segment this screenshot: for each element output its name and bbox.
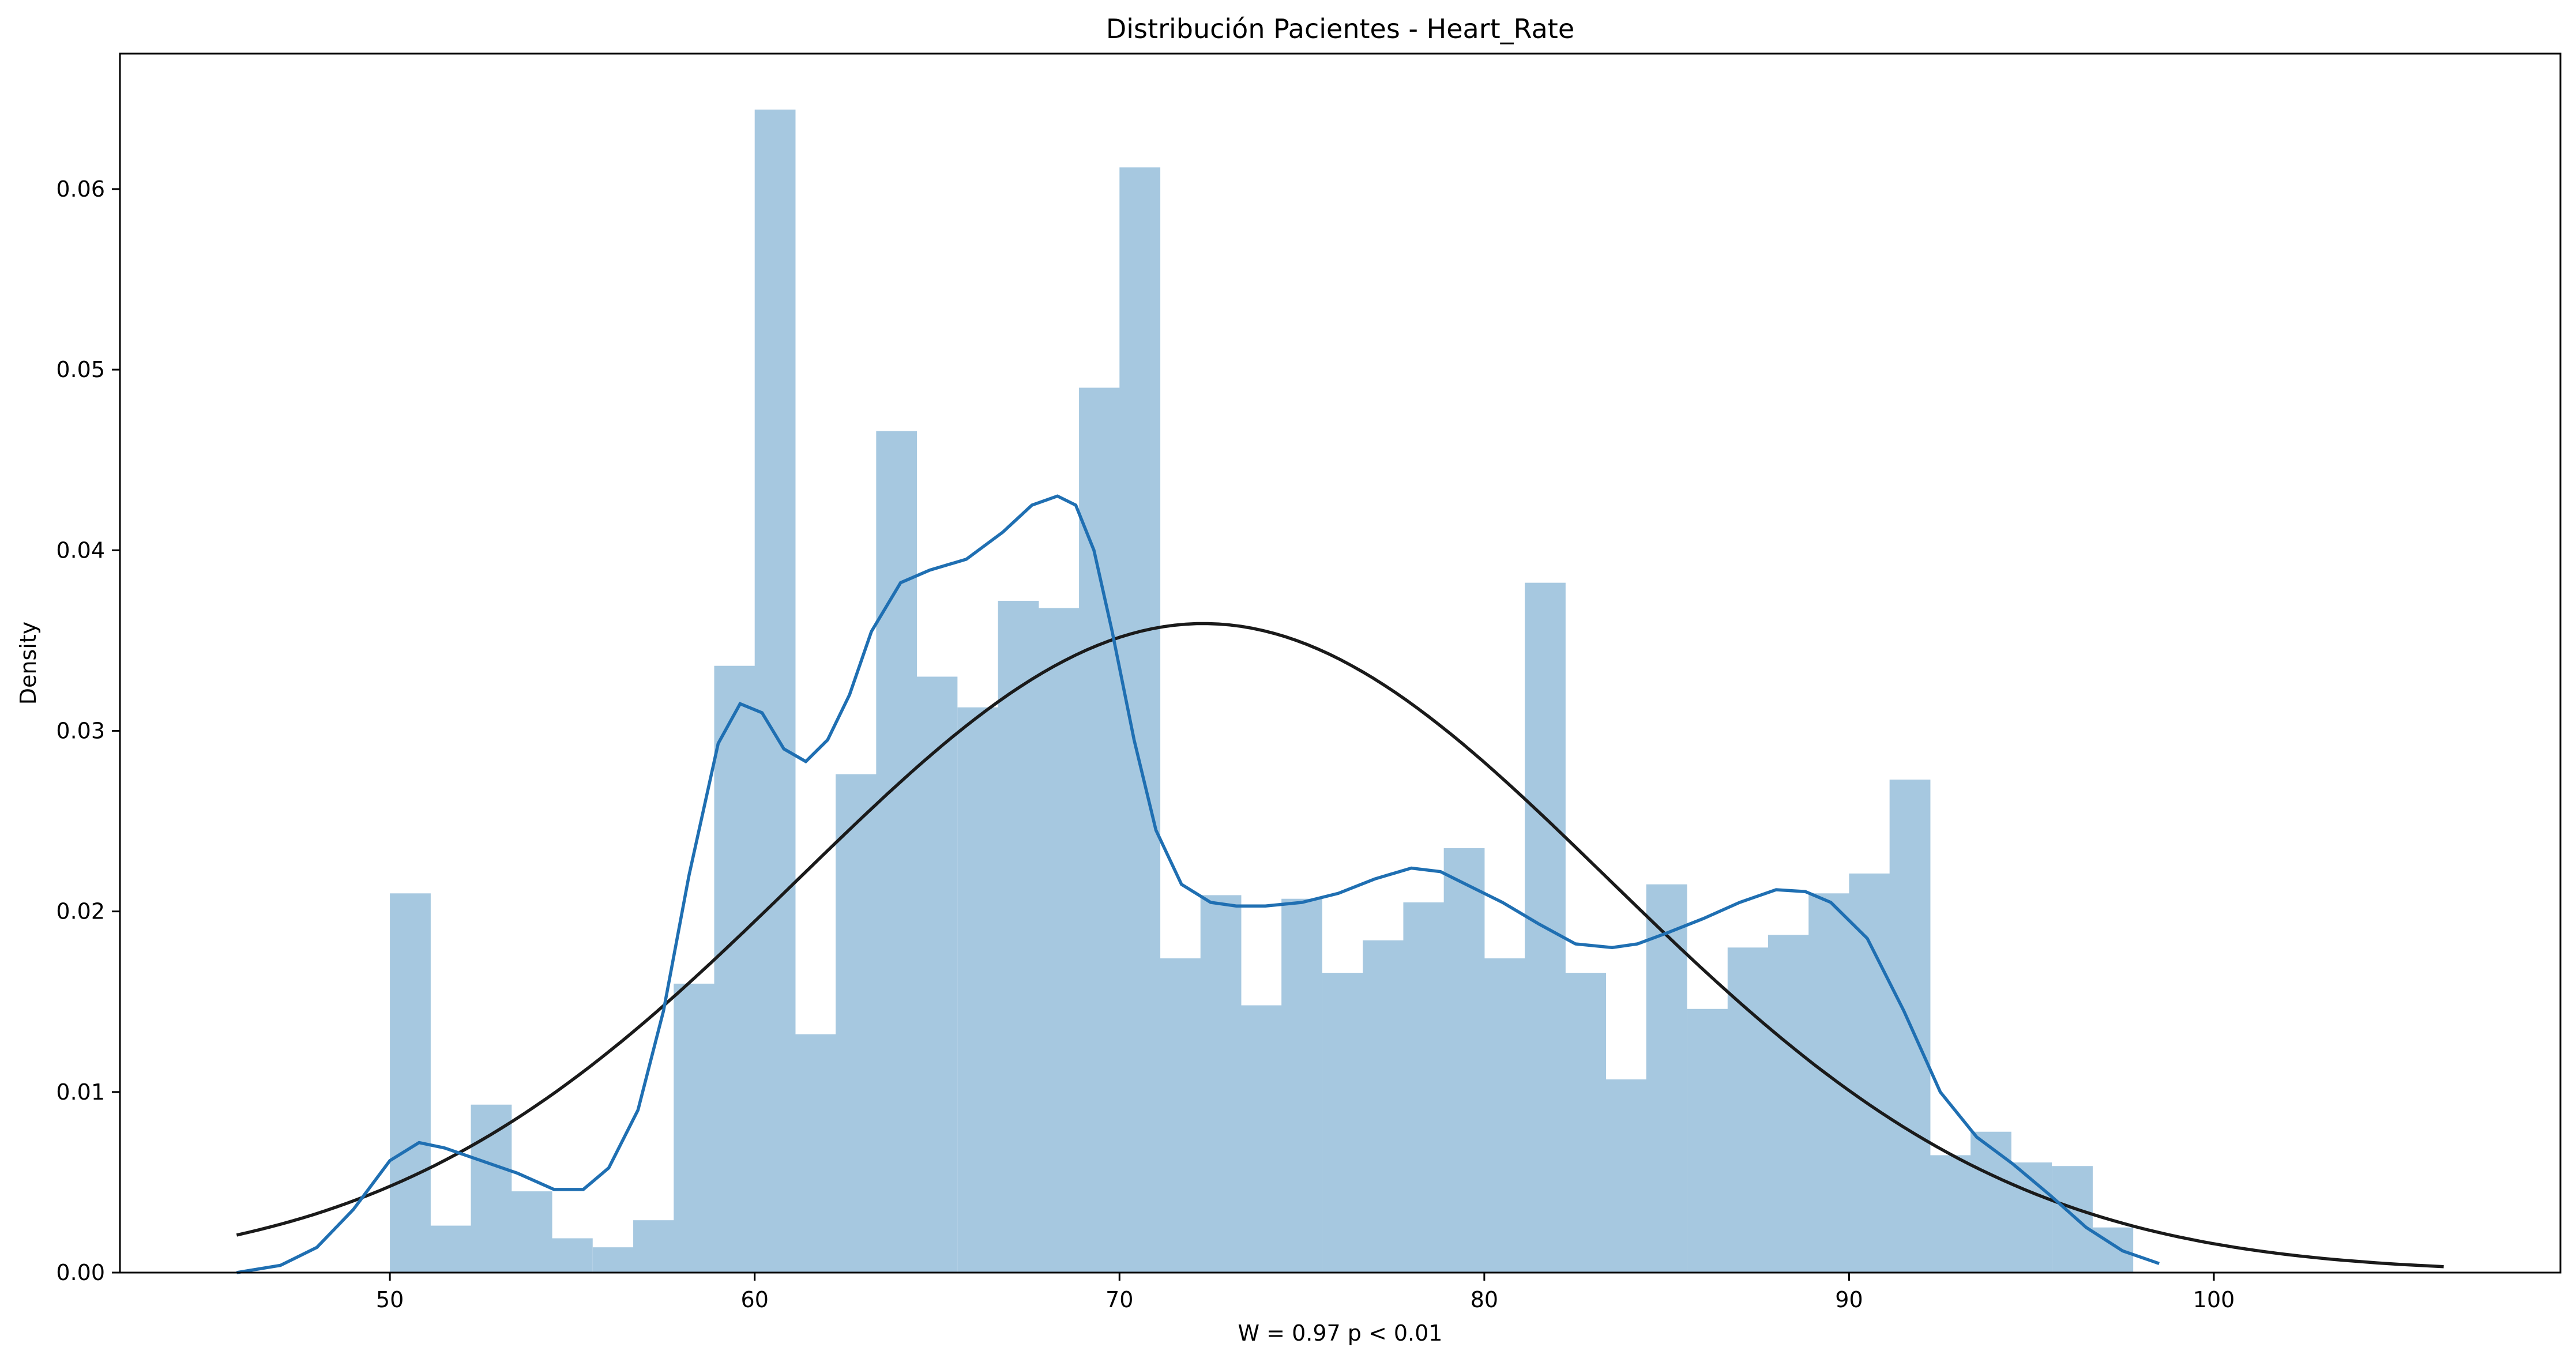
histogram-bar	[471, 1104, 512, 1273]
histogram-bar	[1646, 884, 1687, 1273]
x-tick-label: 80	[1471, 1287, 1498, 1312]
x-axis-label: W = 0.97 p < 0.01	[1238, 1320, 1443, 1346]
histogram-bar	[795, 1034, 836, 1273]
histogram-bar	[1443, 848, 1485, 1273]
y-tick-label: 0.02	[56, 899, 105, 924]
histogram-bar	[1281, 898, 1322, 1273]
x-tick-label: 90	[1835, 1287, 1863, 1312]
histogram-bar	[1727, 947, 1769, 1273]
histogram-bar	[1605, 1079, 1647, 1273]
histogram-bar	[633, 1220, 674, 1273]
histogram-bar	[1322, 973, 1363, 1273]
x-axis-ticks: 50 60 70 80 90 100	[376, 1273, 2235, 1312]
histogram-bar	[551, 1238, 593, 1273]
y-tick-label: 0.01	[56, 1079, 105, 1105]
histogram-bar	[1200, 895, 1242, 1273]
histogram-bar	[1808, 893, 1850, 1273]
y-tick-label: 0.00	[56, 1260, 105, 1285]
histogram-bar	[430, 1225, 472, 1273]
histogram-bar	[1363, 940, 1404, 1273]
y-tick-label: 0.05	[56, 357, 105, 382]
y-tick-label: 0.04	[56, 537, 105, 563]
histogram-bar	[714, 665, 755, 1273]
histogram-bar	[1240, 1005, 1282, 1273]
histogram-bar	[1565, 973, 1607, 1273]
histogram-bar	[1484, 958, 1525, 1273]
histogram-bar	[754, 110, 796, 1273]
histogram-bar	[674, 983, 715, 1273]
histogram-bar	[836, 774, 877, 1273]
kde-curve	[236, 494, 2160, 1274]
histogram-bar	[1970, 1131, 2011, 1273]
histogram-bar	[1930, 1155, 1971, 1273]
chart-title: Distribución Pacientes - Heart_Rate	[1106, 13, 1574, 44]
histogram-bar	[1079, 387, 1120, 1273]
plot-frame	[119, 52, 2562, 1274]
histogram-bar	[390, 893, 431, 1273]
histogram-bar	[1849, 873, 1890, 1273]
y-tick-label: 0.03	[56, 718, 105, 743]
histogram-bar	[876, 431, 917, 1273]
histogram-bar	[592, 1247, 634, 1273]
histogram-bar	[2052, 1166, 2093, 1273]
x-tick-label: 50	[376, 1287, 404, 1312]
x-tick-label: 60	[741, 1287, 769, 1312]
y-axis-ticks: 0.00 0.01 0.02 0.03 0.04 0.05 0.06	[56, 176, 120, 1285]
histogram-bar	[1038, 608, 1080, 1273]
histogram-bars	[390, 110, 2134, 1273]
histogram-bar	[1768, 935, 1809, 1273]
x-tick-label: 70	[1105, 1287, 1133, 1312]
density-curves	[236, 494, 2444, 1274]
histogram-bar	[1403, 902, 1445, 1273]
histogram-bar	[998, 600, 1039, 1273]
y-tick-label: 0.06	[56, 176, 105, 202]
histogram-bar	[1687, 1008, 1728, 1273]
histogram-bar	[1119, 167, 1161, 1273]
y-axis-label: Density	[16, 622, 41, 705]
x-tick-label: 100	[2193, 1287, 2235, 1312]
histogram-bar	[916, 676, 958, 1273]
histogram-bar	[957, 707, 999, 1273]
histogram-bar	[1160, 958, 1201, 1273]
histogram-bar	[511, 1191, 552, 1273]
normal-fit-curve	[236, 622, 2444, 1269]
